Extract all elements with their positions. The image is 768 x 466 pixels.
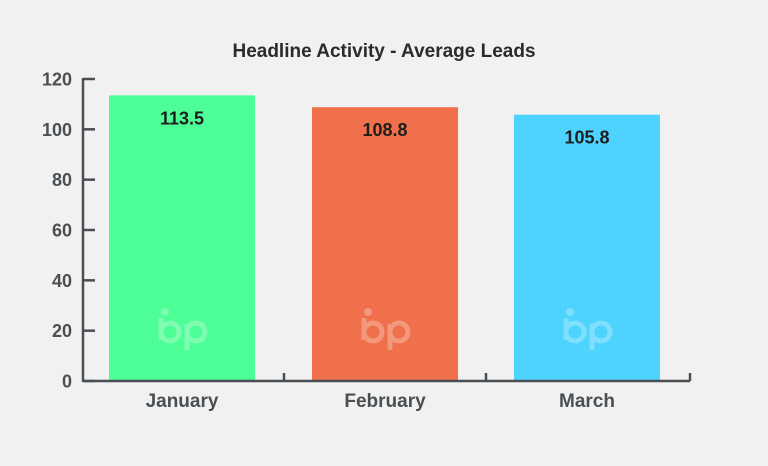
bp-logo-icon	[563, 308, 613, 350]
y-tick-label: 80	[52, 170, 72, 190]
bar-february	[312, 107, 458, 381]
data-label-march: 105.8	[564, 128, 609, 148]
axes-layer	[81, 77, 692, 383]
y-tick-label: 0	[62, 372, 72, 392]
y-tick-label: 20	[52, 321, 72, 341]
bar-march	[514, 114, 660, 381]
data-label-january: 113.5	[160, 108, 204, 128]
x-tick-label-february: February	[344, 391, 426, 412]
bar-january	[109, 95, 255, 381]
y-tick-label: 40	[52, 271, 72, 291]
data-label-february: 108.8	[362, 120, 407, 140]
y-tick-label: 100	[42, 120, 72, 140]
y-tick-label: 120	[42, 70, 72, 90]
bp-logo-icon	[158, 308, 208, 350]
x-tick-label-march: March	[559, 391, 615, 412]
bars-layer	[109, 95, 660, 381]
chart-title: Headline Activity - Average Leads	[232, 41, 535, 62]
y-tick-label: 60	[52, 221, 72, 241]
labels-layer: 113.5 January 108.8 February 105.8 March 0 20 40…	[42, 70, 615, 413]
x-tick-label-january: January	[146, 391, 219, 412]
bp-logo-icon	[361, 308, 411, 350]
